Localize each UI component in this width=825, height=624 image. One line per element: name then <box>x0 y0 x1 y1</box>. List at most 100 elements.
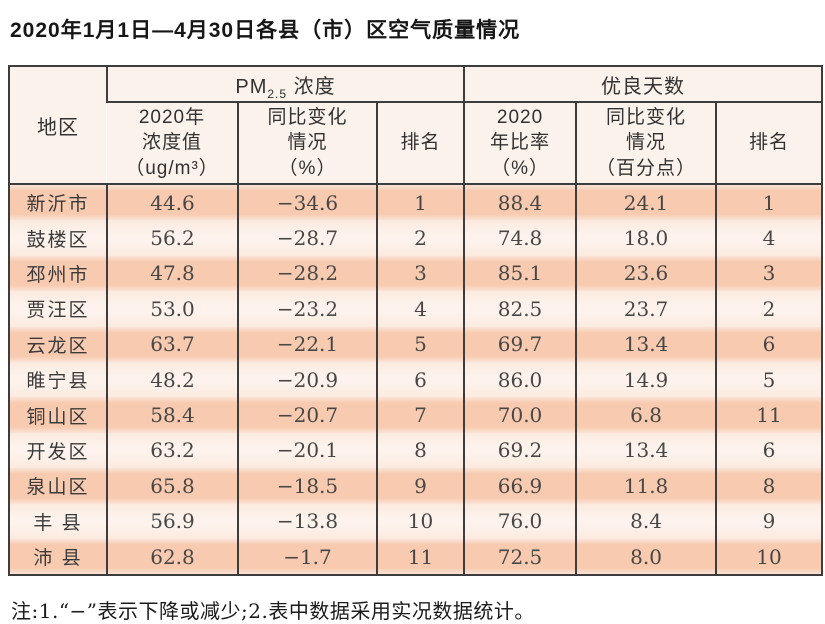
pm-value-cell: 47.8 <box>106 255 238 292</box>
pm-value-cell: 65.8 <box>106 468 238 504</box>
region-cell: 泉山区 <box>9 468 107 504</box>
header-pm25-group: PM2.5 浓度 <box>105 66 465 103</box>
good-change-cell: 13.4 <box>575 326 717 362</box>
pm-label: PM <box>235 75 268 98</box>
header-group-row: 地区 PM2.5 浓度 优良天数 <box>9 66 823 185</box>
subheader-line: （%） <box>278 157 337 179</box>
region-cell: 铜山区 <box>9 397 107 433</box>
subheader-line: 同比变化 <box>267 107 348 129</box>
subheader-line: 浓度值 <box>141 132 202 154</box>
pm-value-cell: 53.0 <box>106 291 238 327</box>
good-rank-cell: 4 <box>715 220 823 256</box>
pm-rank-cell: 11 <box>375 538 465 576</box>
pm-subscript: 2.5 <box>267 86 288 101</box>
good-rank-cell: 1 <box>715 184 823 221</box>
pm-rank-cell: 5 <box>375 326 465 362</box>
subheader-pm-rank: 排名 <box>375 102 465 185</box>
subheader-line: （%） <box>491 157 549 179</box>
region-cell: 开发区 <box>9 432 107 469</box>
page-title: 2020年1月1日—4月30日各县（市）区空气质量情况 <box>10 19 521 42</box>
good-rate-cell: 72.5 <box>463 538 577 576</box>
good-rank-cell: 8 <box>715 468 823 504</box>
good-change-cell: 8.0 <box>575 538 717 576</box>
region-cell: 邳州市 <box>9 255 107 292</box>
subheader-line: （百分点） <box>596 157 697 179</box>
good-rank-cell: 2 <box>715 291 823 327</box>
pm-change-cell: −28.2 <box>237 255 377 292</box>
good-change-cell: 13.4 <box>575 432 717 469</box>
subheader-line: 情况 <box>287 132 328 154</box>
pm-value-cell: 56.9 <box>106 503 238 539</box>
pm-change-cell: −22.1 <box>237 326 377 362</box>
region-cell: 贾汪区 <box>9 291 107 327</box>
good-rate-cell: 85.1 <box>463 255 577 292</box>
pm-suffix: 浓度 <box>287 75 336 98</box>
pm-value-cell: 48.2 <box>106 361 238 398</box>
region-cell: 新沂市 <box>9 184 107 221</box>
region-cell: 鼓楼区 <box>9 220 107 256</box>
table-row: 沛 县 62.8 −1.7 11 72.5 8.0 10 <box>9 538 823 576</box>
pm-change-cell: −20.7 <box>237 397 377 433</box>
table-row: 丰 县 56.9 −13.8 10 76.0 8.4 9 <box>9 503 823 539</box>
subheader-line: 同比变化 <box>606 107 687 129</box>
good-change-cell: 18.0 <box>575 220 717 256</box>
pm-value-cell: 63.2 <box>106 432 238 469</box>
subheader-line: （ug/m³） <box>125 157 219 179</box>
good-rate-cell: 69.7 <box>463 326 577 362</box>
good-rate-cell: 86.0 <box>463 361 577 398</box>
pm-change-cell: −20.1 <box>237 432 377 469</box>
pm-change-cell: −1.7 <box>237 538 377 576</box>
good-rate-cell: 69.2 <box>463 432 577 469</box>
table-row: 鼓楼区 56.2 −28.7 2 74.8 18.0 4 <box>9 220 823 256</box>
pm-value-cell: 58.4 <box>106 397 238 433</box>
pm-rank-cell: 10 <box>375 503 465 539</box>
good-change-cell: 8.4 <box>575 503 717 539</box>
table-row: 云龙区 63.7 −22.1 5 69.7 13.4 6 <box>9 326 823 362</box>
pm-change-cell: −28.7 <box>237 220 377 256</box>
good-rank-cell: 6 <box>715 432 823 469</box>
good-rate-cell: 70.0 <box>463 397 577 433</box>
pm-rank-cell: 6 <box>375 361 465 398</box>
table-row: 铜山区 58.4 −20.7 7 70.0 6.8 11 <box>9 397 823 433</box>
good-change-cell: 23.6 <box>575 255 717 292</box>
good-rank-cell: 6 <box>715 326 823 362</box>
table-row: 贾汪区 53.0 −23.2 4 82.5 23.7 2 <box>9 291 823 327</box>
subheader-line: 2020 <box>496 107 544 129</box>
good-change-cell: 11.8 <box>575 468 717 504</box>
good-change-cell: 6.8 <box>575 397 717 433</box>
table-row: 开发区 63.2 −20.1 8 69.2 13.4 6 <box>9 432 823 469</box>
table-row: 泉山区 65.8 −18.5 9 66.9 11.8 8 <box>9 468 823 504</box>
subheader-good-change: 同比变化 情况 （百分点） <box>575 102 717 185</box>
pm-value-cell: 63.7 <box>106 326 238 362</box>
table-header: 地区 PM2.5 浓度 优良天数 2020年 浓度值 （ug/m³） 同比变化 … <box>9 66 823 185</box>
subheader-pm-value: 2020年 浓度值 （ug/m³） <box>107 102 238 185</box>
good-rate-cell: 88.4 <box>463 184 577 221</box>
good-rank-cell: 5 <box>715 361 823 398</box>
good-rank-cell: 10 <box>715 538 823 576</box>
pm-rank-cell: 1 <box>375 184 465 221</box>
pm-rank-cell: 7 <box>375 397 465 433</box>
pm-change-cell: −18.5 <box>237 468 377 504</box>
table-row: 邳州市 47.8 −28.2 3 85.1 23.6 3 <box>9 255 823 292</box>
region-cell: 睢宁县 <box>9 361 107 398</box>
pm-rank-cell: 8 <box>375 432 465 469</box>
table-body: 新沂市 44.6 −34.6 1 88.4 24.1 1 鼓楼区 56.2 −28.7 2 74.8 1… <box>9 184 823 576</box>
pm-change-cell: −34.6 <box>237 184 377 221</box>
good-rate-cell: 66.9 <box>463 468 577 504</box>
pm-value-cell: 62.8 <box>106 538 238 576</box>
good-change-cell: 14.9 <box>575 361 717 398</box>
subheader-good-rate: 2020 年比率 （%） <box>463 102 577 185</box>
subheader-pm-change: 同比变化 情况 （%） <box>237 102 377 185</box>
subheader-line: 年比率 <box>490 132 551 154</box>
subheader-good-rank: 排名 <box>715 102 823 185</box>
region-cell: 云龙区 <box>9 326 107 362</box>
subheader-line: 2020年 <box>138 107 206 129</box>
good-rank-cell: 3 <box>715 255 823 292</box>
good-change-cell: 23.7 <box>575 291 717 327</box>
pm-rank-cell: 3 <box>375 255 465 292</box>
good-rate-cell: 74.8 <box>463 220 577 256</box>
pm-change-cell: −13.8 <box>237 503 377 539</box>
pm-value-cell: 56.2 <box>106 220 238 256</box>
header-region: 地区 <box>9 66 107 185</box>
air-quality-table: 地区 PM2.5 浓度 优良天数 2020年 浓度值 （ug/m³） 同比变化 … <box>8 65 824 577</box>
